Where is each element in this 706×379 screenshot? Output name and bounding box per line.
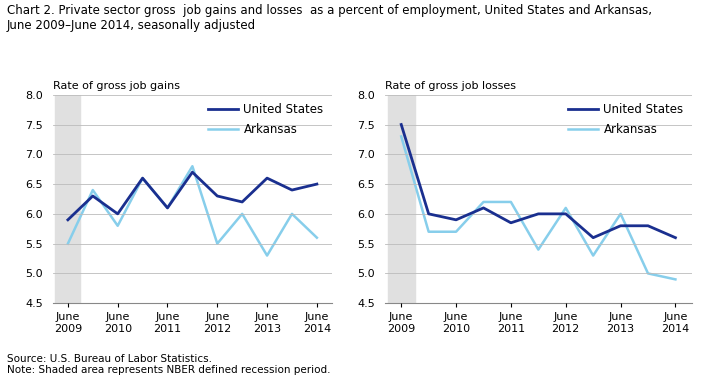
United States [479,206,488,210]
Arkansas [88,188,97,192]
Line: Arkansas: Arkansas [68,166,317,255]
Arkansas [644,271,652,276]
United States [138,176,147,180]
Arkansas [138,176,147,180]
United States [88,194,97,198]
Arkansas [288,211,297,216]
United States [64,218,72,222]
United States [397,122,405,127]
Text: Source: U.S. Bureau of Labor Statistics.
Note: Shaded area represents NBER defin: Source: U.S. Bureau of Labor Statistics.… [7,354,330,375]
United States [534,211,543,216]
United States [288,188,297,192]
Arkansas [479,200,488,204]
United States [452,218,460,222]
United States [671,235,680,240]
Text: Chart 2. Private sector gross  job gains and losses  as a percent of employment,: Chart 2. Private sector gross job gains … [7,4,652,32]
Arkansas [114,224,122,228]
Legend: United States, Arkansas: United States, Arkansas [203,98,328,141]
Arkansas [616,211,625,216]
Arkansas [64,241,72,246]
Bar [388,95,415,303]
Arkansas [238,211,246,216]
United States [313,182,321,186]
Line: Arkansas: Arkansas [401,136,676,279]
United States [114,211,122,216]
United States [424,211,433,216]
United States [616,224,625,228]
Arkansas [313,235,321,240]
Arkansas [561,206,570,210]
Arkansas [589,253,597,258]
Arkansas [188,164,196,169]
United States [644,224,652,228]
United States [213,194,222,198]
Arkansas [424,229,433,234]
Arkansas [452,229,460,234]
Legend: United States, Arkansas: United States, Arkansas [563,98,688,141]
United States [507,221,515,225]
United States [163,206,172,210]
Text: Rate of gross job gains: Rate of gross job gains [53,81,180,91]
Arkansas [263,253,271,258]
Arkansas [534,247,543,252]
Bar [56,95,80,303]
Line: United States: United States [401,125,676,238]
Arkansas [213,241,222,246]
United States [238,200,246,204]
Arkansas [671,277,680,282]
Arkansas [397,134,405,139]
United States [561,211,570,216]
United States [188,170,196,174]
Line: United States: United States [68,172,317,220]
Arkansas [507,200,515,204]
United States [589,235,597,240]
Text: Rate of gross job losses: Rate of gross job losses [385,81,516,91]
Arkansas [163,206,172,210]
United States [263,176,271,180]
